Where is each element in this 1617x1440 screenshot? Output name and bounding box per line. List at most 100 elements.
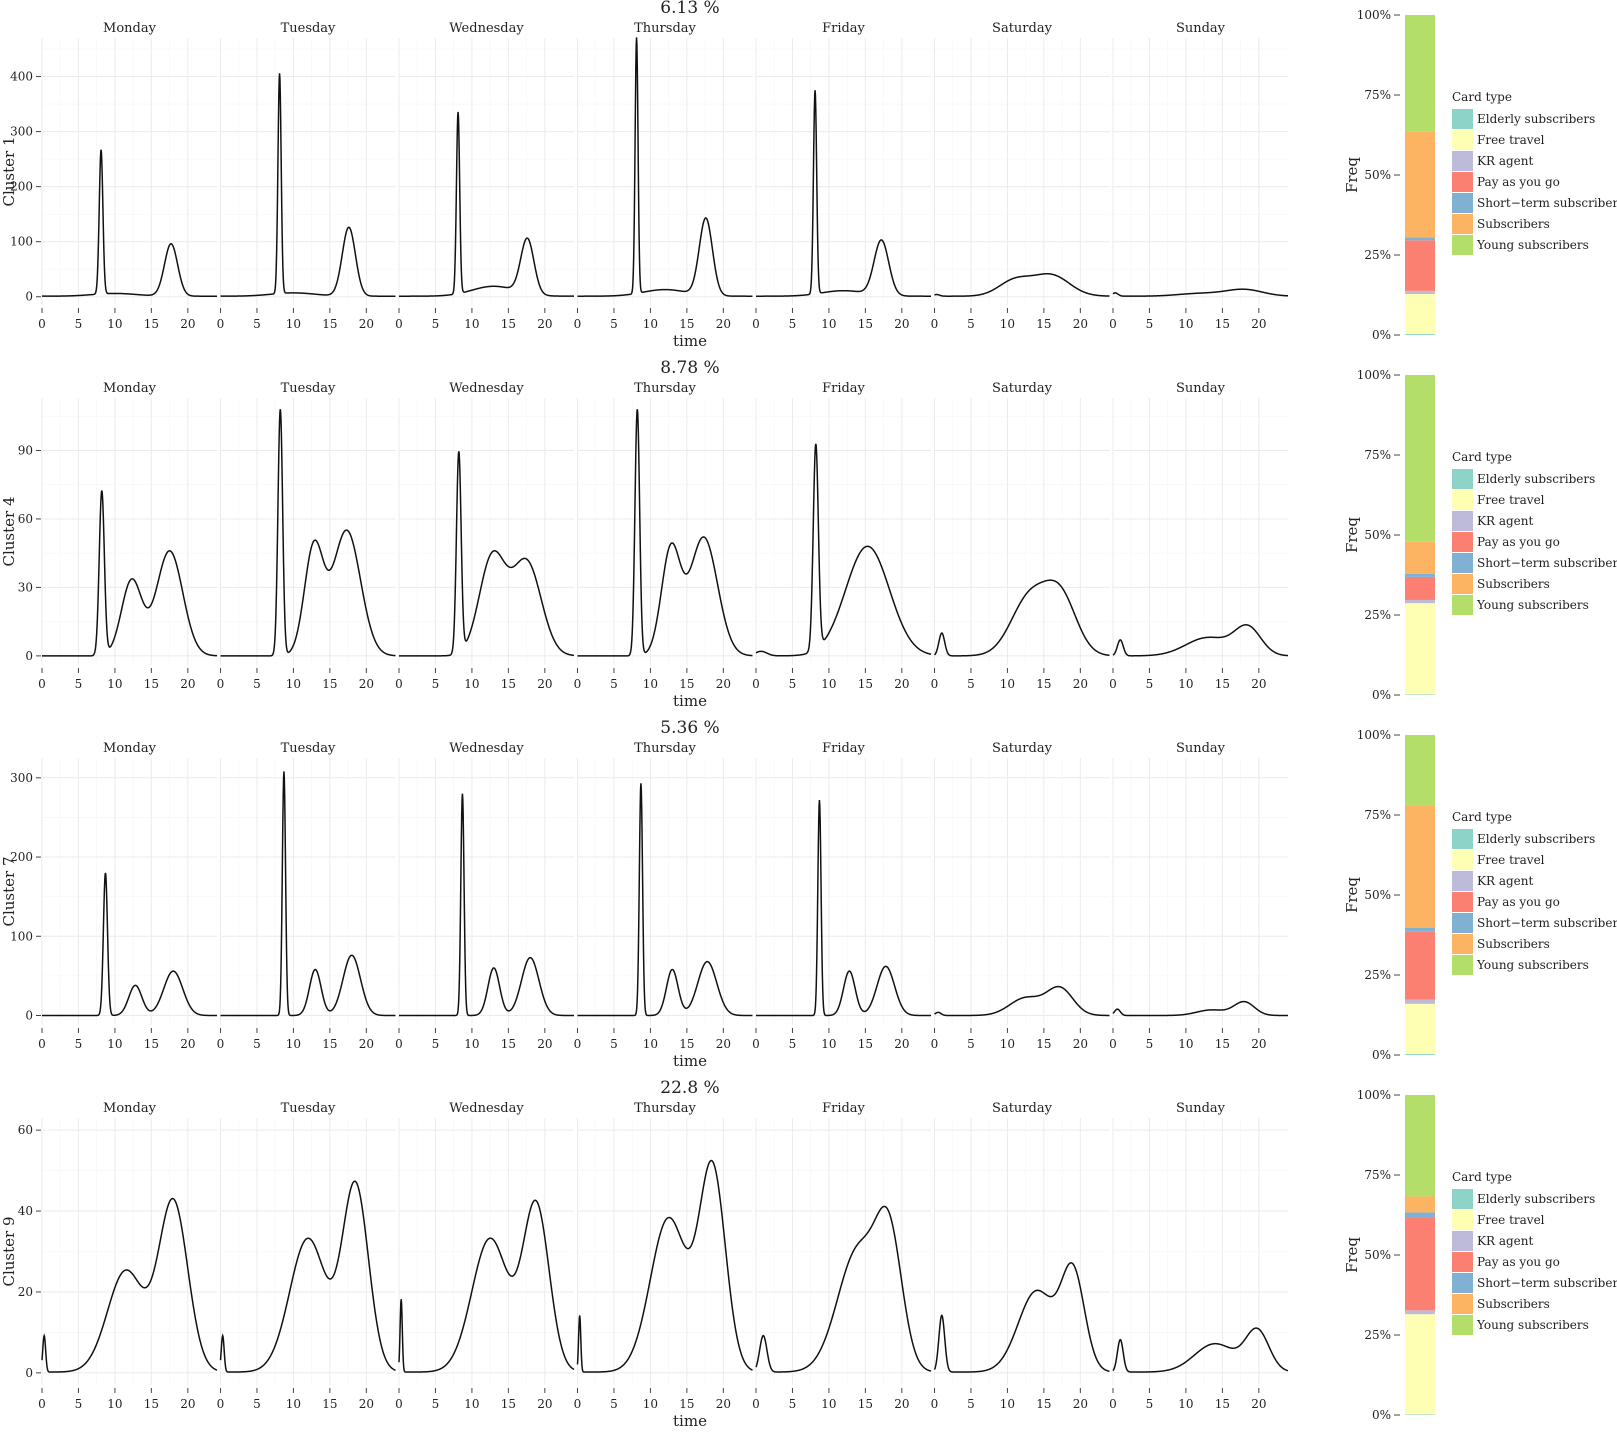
x-axis-label: time (673, 1412, 707, 1430)
legend-swatch (1452, 913, 1473, 933)
strip-label: Thursday (634, 741, 696, 756)
x-tick-label: 15 (501, 317, 516, 331)
bar-tick-label: 25% (1364, 968, 1391, 982)
bar-segment (1405, 1003, 1435, 1055)
legend-swatch (1452, 172, 1473, 192)
legend-swatch (1452, 1189, 1473, 1209)
density-line (756, 90, 931, 297)
composition-bar: Freq 0% 25% 50% 75% 100% (1343, 8, 1435, 342)
x-tick-label: 20 (180, 1397, 195, 1411)
x-tick-label: 0 (38, 317, 46, 331)
y-tick-label: 90 (18, 443, 33, 457)
x-tick-label: 15 (858, 1037, 873, 1051)
x-tick-label: 10 (643, 1037, 658, 1051)
strip-label: Saturday (992, 1101, 1053, 1116)
y-tick-label: 300 (10, 771, 33, 785)
x-tick-label: 5 (432, 1397, 440, 1411)
x-tick-label: 20 (894, 1397, 909, 1411)
density-line (41, 1197, 218, 1373)
x-tick-label: 15 (144, 1397, 159, 1411)
legend-title: Card type (1452, 810, 1512, 824)
density-line (577, 37, 753, 297)
y-tick-label: 60 (18, 512, 33, 526)
x-tick-label: 20 (1251, 317, 1266, 331)
y-axis-label: Cluster 4 (0, 496, 18, 566)
density-line (1112, 1327, 1289, 1373)
x-tick-label: 5 (789, 317, 797, 331)
legend-label: Short−term subscribers (1477, 916, 1617, 930)
x-tick-label: 5 (432, 1037, 440, 1051)
panel-wednesday: Wednesday 0 5 10 15 20 (395, 381, 575, 691)
legend-label: Free travel (1477, 1213, 1545, 1227)
x-tick-label: 20 (894, 677, 909, 691)
panel-monday: Monday 0 5 10 15 20 (38, 741, 217, 1051)
x-tick-label: 5 (967, 1397, 975, 1411)
x-tick-label: 20 (1251, 1397, 1266, 1411)
panel-sunday: Sunday 0 5 10 15 20 (1109, 1101, 1289, 1411)
bar-segment (1405, 735, 1435, 806)
legend-swatch (1452, 130, 1473, 150)
bar-segment (1405, 1212, 1435, 1218)
legend-swatch (1452, 490, 1473, 510)
bar-segment (1405, 599, 1435, 604)
legend-swatch (1452, 850, 1473, 870)
legend-swatch (1452, 871, 1473, 891)
bar-segment (1405, 294, 1435, 335)
y-axis-label: Cluster 7 (0, 856, 18, 926)
x-tick-label: 20 (716, 317, 731, 331)
bar-segment (1405, 1054, 1435, 1055)
x-tick-label: 10 (107, 1037, 122, 1051)
x-tick-label: 20 (537, 677, 552, 691)
x-tick-label: 20 (359, 317, 374, 331)
panel-tuesday: Tuesday 0 5 10 15 20 (217, 1101, 396, 1411)
legend-label: Short−term subscribers (1477, 556, 1617, 570)
legend-label: KR agent (1477, 1234, 1533, 1248)
density-line (1112, 1000, 1288, 1017)
strip-label: Wednesday (449, 741, 524, 756)
panel-monday: Monday 0 5 10 15 20 (38, 381, 218, 691)
x-tick-label: 0 (931, 317, 939, 331)
bar-tick-label: 100% (1357, 1088, 1391, 1102)
legend-swatch (1452, 829, 1473, 849)
x-tick-label: 10 (464, 677, 479, 691)
x-tick-label: 0 (574, 1037, 582, 1051)
x-tick-label: 0 (752, 677, 760, 691)
bar-segment (1405, 999, 1435, 1004)
density-line (1112, 288, 1289, 297)
bar-segment (1405, 290, 1435, 295)
density-line (399, 451, 575, 657)
x-tick-label: 15 (1036, 317, 1051, 331)
legend-swatch (1452, 1231, 1473, 1251)
panel-wednesday: Wednesday 0 5 10 15 20 (395, 21, 574, 331)
x-tick-label: 5 (610, 1397, 618, 1411)
bar-y-label: Freq (1343, 877, 1361, 913)
legend-label: Pay as you go (1477, 895, 1560, 909)
strip-label: Tuesday (281, 21, 336, 36)
bar-segment (1405, 1314, 1435, 1415)
x-tick-label: 0 (931, 677, 939, 691)
legend-swatch (1452, 193, 1473, 213)
panel-monday: Monday 0 5 10 15 20 (38, 1101, 218, 1411)
x-tick-label: 10 (1178, 677, 1193, 691)
panel-tuesday: Tuesday 0 5 10 15 20 (217, 21, 396, 331)
strip-label: Sunday (1176, 21, 1226, 36)
bar-segment (1405, 694, 1435, 695)
x-tick-label: 15 (858, 1397, 873, 1411)
bar-segment (1405, 240, 1435, 291)
bar-segment (1405, 237, 1435, 241)
y-tick-label: 20 (18, 1285, 33, 1299)
bar-y-label: Freq (1343, 517, 1361, 553)
x-tick-label: 20 (180, 677, 195, 691)
density-line (398, 1199, 575, 1373)
bar-segment (1405, 603, 1435, 695)
x-tick-label: 5 (967, 677, 975, 691)
x-tick-label: 20 (359, 1037, 374, 1051)
panel-thursday: Thursday 0 5 10 15 20 (574, 21, 753, 331)
panel-thursday: Thursday 0 5 10 15 20 (574, 1101, 753, 1411)
legend-label: Free travel (1477, 853, 1545, 867)
density-line (933, 579, 1110, 657)
legend-swatch (1452, 532, 1473, 552)
panel-tuesday: Tuesday 0 5 10 15 20 (217, 381, 396, 691)
bar-tick-label: 75% (1364, 1168, 1391, 1182)
